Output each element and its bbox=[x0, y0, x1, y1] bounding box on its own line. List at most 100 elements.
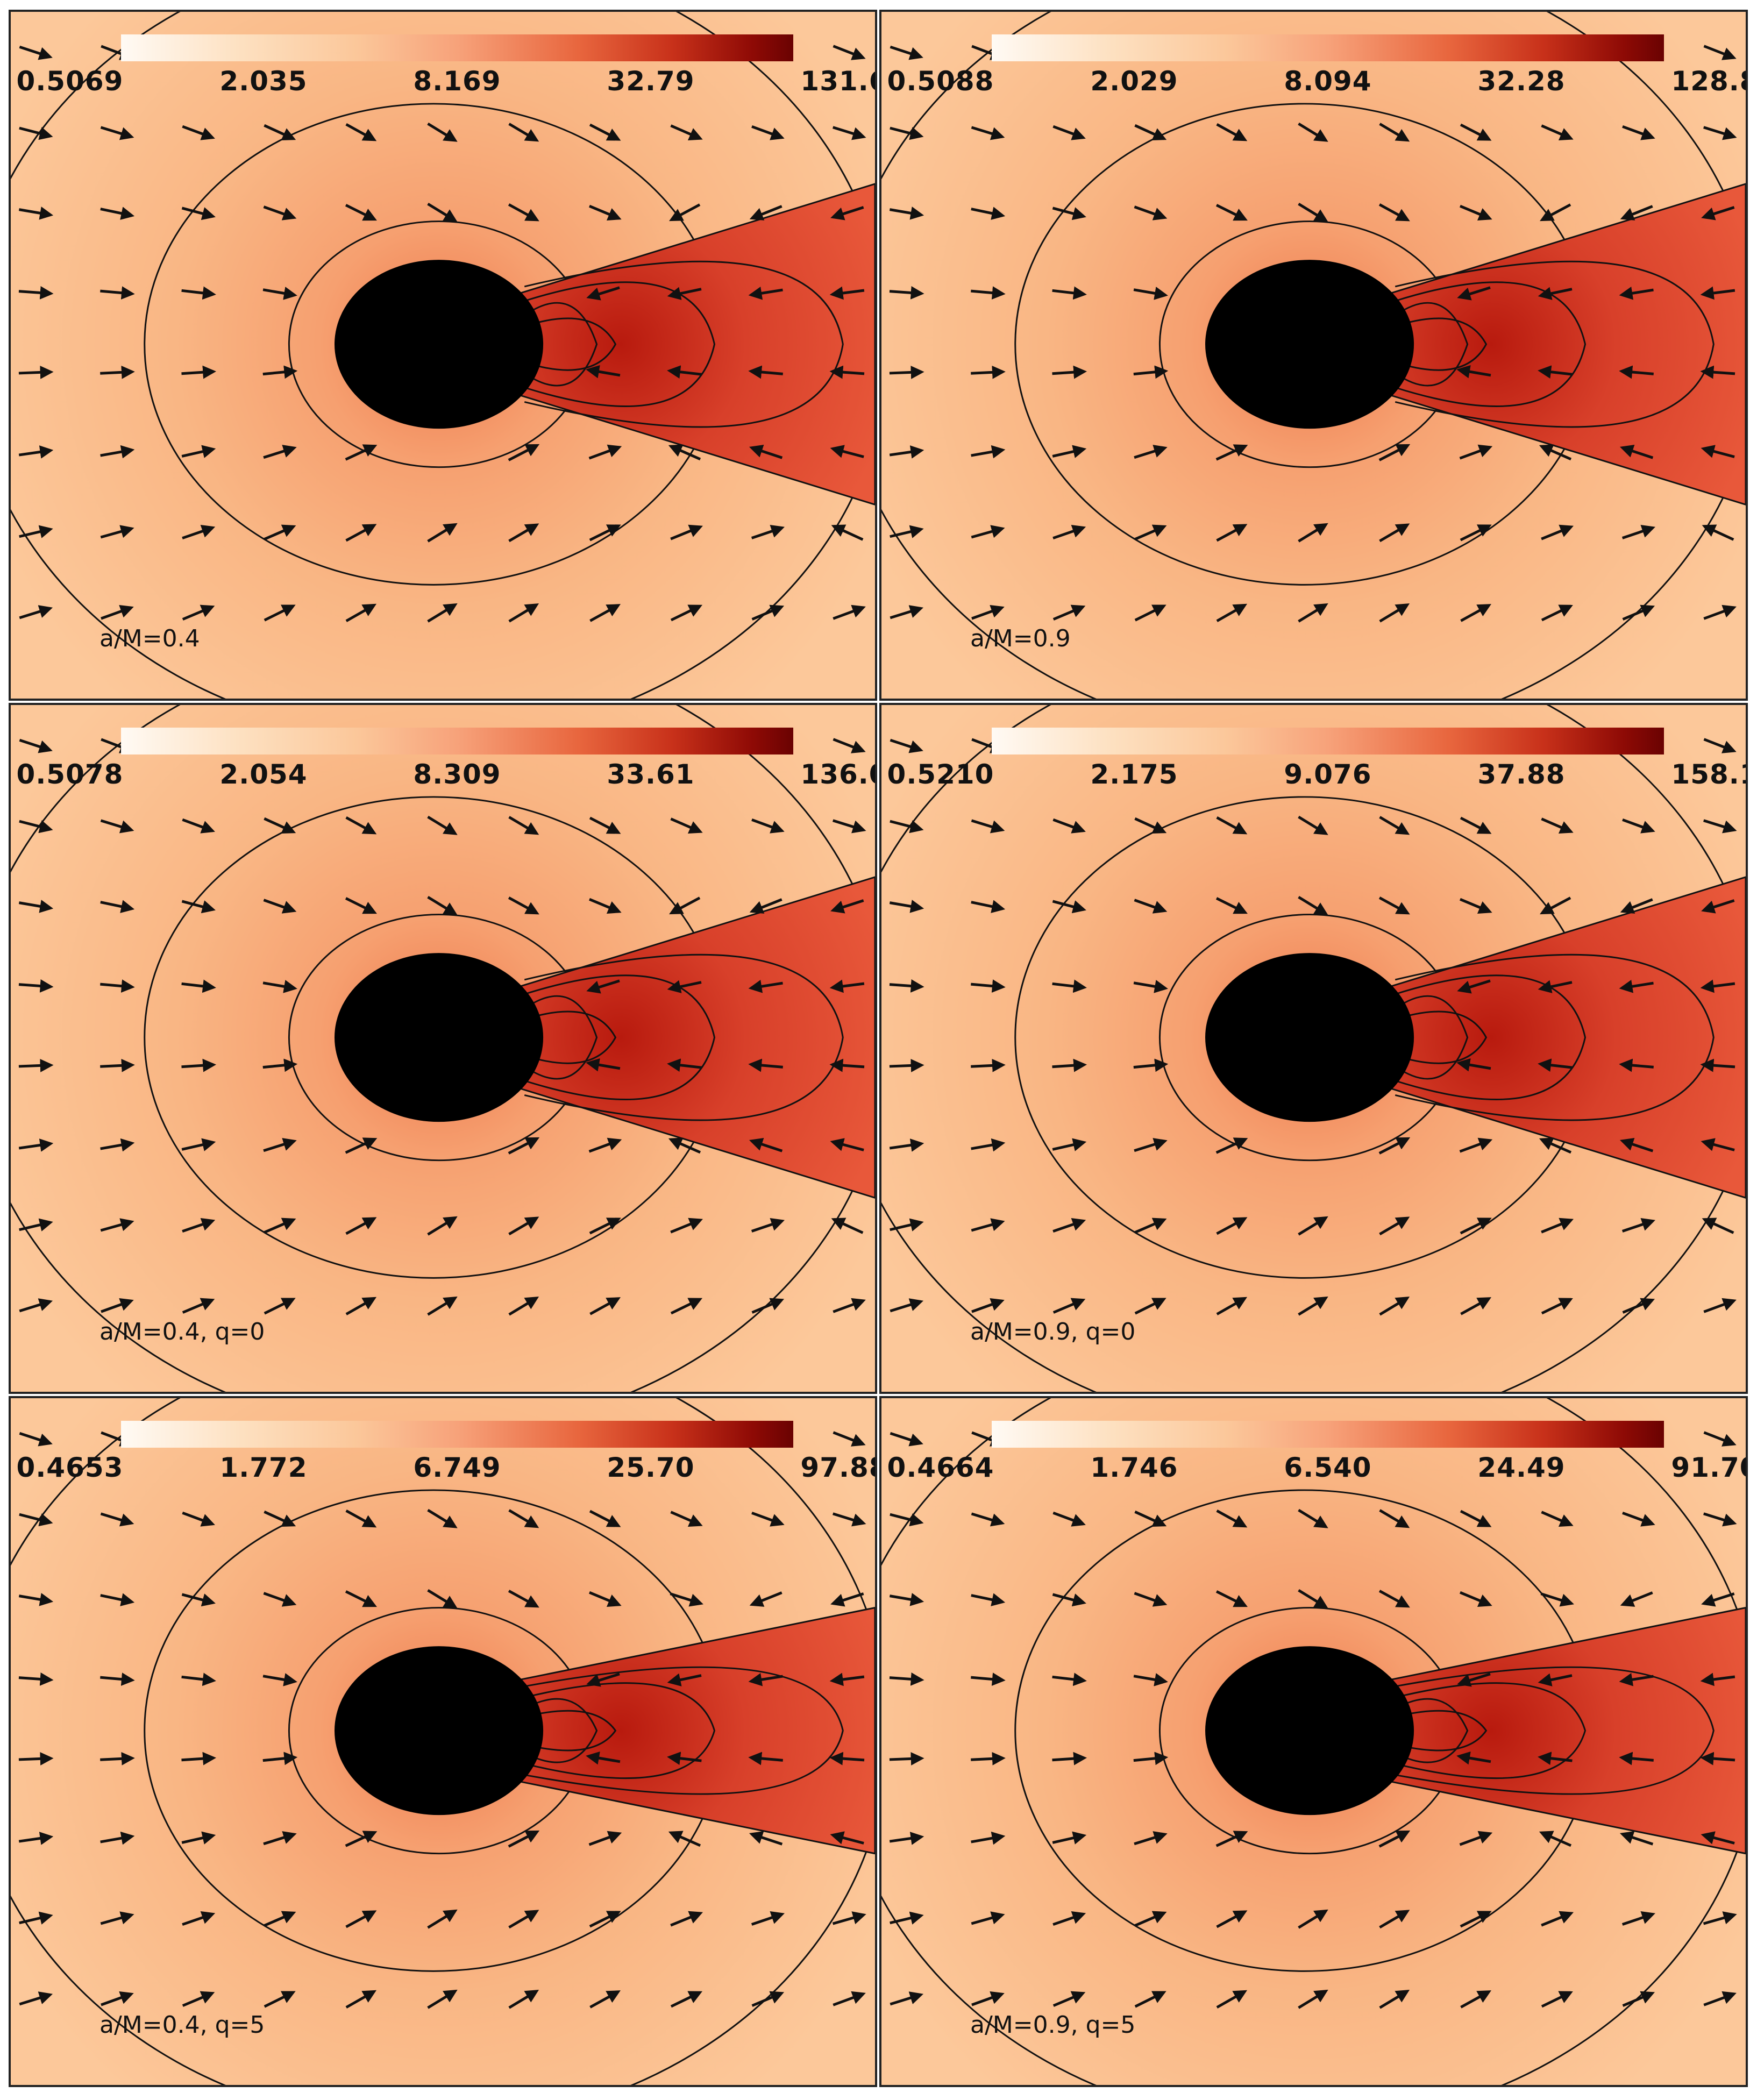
velocity-arrow bbox=[18, 445, 54, 459]
velocity-arrow bbox=[1619, 1752, 1654, 1766]
velocity-arrow bbox=[1701, 1831, 1735, 1845]
panel-label: a/M=0.4, q=0 bbox=[99, 1318, 265, 1346]
velocity-arrow bbox=[181, 1831, 216, 1845]
velocity-arrow bbox=[751, 1298, 785, 1314]
colorbar-tick: 24.49 bbox=[1477, 1452, 1566, 1483]
velocity-arrow bbox=[1538, 1058, 1573, 1072]
colorbar-tick: 8.094 bbox=[1284, 66, 1372, 97]
velocity-arrow bbox=[889, 1593, 924, 1606]
velocity-arrow bbox=[1298, 202, 1328, 222]
velocity-arrow bbox=[1539, 1137, 1572, 1154]
velocity-arrow bbox=[1701, 1138, 1735, 1151]
velocity-arrow bbox=[1622, 604, 1655, 621]
velocity-arrow bbox=[263, 1138, 297, 1152]
panel-3: 0.5078 2.054 8.309 33.61 136.0 a/M=0.4, … bbox=[9, 703, 877, 1394]
velocity-arrow bbox=[971, 1593, 1006, 1606]
velocity-arrow bbox=[1215, 1137, 1248, 1154]
velocity-arrow bbox=[971, 1991, 1005, 2006]
velocity-arrow bbox=[1541, 1911, 1574, 1927]
velocity-arrow bbox=[1052, 1593, 1086, 1607]
colorbar-tick: 128.8 bbox=[1671, 66, 1746, 97]
velocity-arrow bbox=[508, 603, 539, 623]
velocity-arrow bbox=[1298, 1296, 1328, 1316]
velocity-arrow bbox=[18, 1138, 54, 1152]
velocity-arrow bbox=[1460, 1297, 1491, 1315]
black-hole bbox=[1205, 260, 1414, 429]
velocity-arrow bbox=[749, 1591, 783, 1607]
colorbar bbox=[992, 1421, 1664, 1448]
velocity-arrow bbox=[263, 1831, 297, 1846]
velocity-arrow bbox=[1134, 524, 1167, 541]
velocity-arrow bbox=[588, 1831, 622, 1846]
velocity-arrow bbox=[264, 1298, 296, 1315]
velocity-arrow bbox=[1379, 1509, 1410, 1528]
panel-6: 0.4664 1.746 6.540 24.49 91.70 a/M=0.9, … bbox=[879, 1396, 1748, 2087]
velocity-arrow bbox=[181, 1672, 216, 1686]
velocity-arrow bbox=[589, 1218, 621, 1235]
density-field bbox=[881, 705, 1746, 1392]
velocity-arrow bbox=[264, 1991, 296, 2008]
disk-contour bbox=[524, 1710, 617, 1752]
velocity-arrow bbox=[1457, 979, 1491, 994]
panel-label: a/M=0.9, q=0 bbox=[970, 1318, 1136, 1346]
velocity-arrow bbox=[589, 204, 622, 220]
velocity-arrow bbox=[1298, 815, 1328, 835]
velocity-arrow bbox=[669, 203, 701, 222]
velocity-arrow bbox=[586, 1751, 621, 1765]
velocity-arrow bbox=[830, 1592, 864, 1607]
velocity-arrow bbox=[182, 1218, 216, 1233]
colorbar-tick: 37.88 bbox=[1477, 759, 1566, 790]
black-hole bbox=[1205, 1646, 1414, 1816]
velocity-arrow bbox=[181, 286, 216, 300]
velocity-arrow bbox=[668, 1831, 701, 1847]
velocity-arrow bbox=[751, 1911, 785, 1926]
velocity-arrow bbox=[1620, 898, 1653, 914]
disk-contour bbox=[524, 1666, 844, 1795]
disk-contour bbox=[1395, 1666, 1715, 1795]
velocity-arrow bbox=[586, 1672, 620, 1687]
velocity-arrow bbox=[668, 444, 701, 461]
velocity-arrow bbox=[1703, 126, 1737, 140]
velocity-arrow bbox=[667, 980, 702, 993]
velocity-arrow bbox=[833, 45, 866, 60]
velocity-arrow bbox=[1052, 1511, 1086, 1527]
velocity-arrow bbox=[182, 125, 215, 140]
velocity-arrow bbox=[1541, 604, 1574, 622]
velocity-arrow bbox=[508, 1297, 539, 1316]
velocity-arrow bbox=[833, 604, 866, 620]
velocity-arrow bbox=[1621, 1911, 1655, 1926]
velocity-arrow bbox=[830, 899, 864, 914]
velocity-arrow bbox=[971, 126, 1005, 140]
velocity-arrow bbox=[1456, 1751, 1491, 1765]
velocity-arrow bbox=[749, 898, 783, 914]
velocity-arrow bbox=[971, 365, 1006, 379]
velocity-arrow bbox=[1052, 604, 1086, 621]
velocity-arrow bbox=[971, 900, 1006, 913]
colorbar-tick: 2.054 bbox=[219, 759, 308, 790]
velocity-arrow bbox=[427, 1216, 458, 1236]
velocity-arrow bbox=[831, 524, 864, 541]
velocity-arrow bbox=[1215, 444, 1248, 461]
colorbar-tick: 131.6 bbox=[800, 66, 875, 97]
velocity-arrow bbox=[508, 1216, 539, 1236]
velocity-arrow bbox=[427, 1296, 458, 1316]
velocity-arrow bbox=[971, 207, 1006, 220]
velocity-arrow bbox=[890, 1991, 924, 2006]
velocity-arrow bbox=[262, 1673, 297, 1686]
disk-contour bbox=[1395, 1682, 1587, 1779]
velocity-arrow bbox=[101, 604, 134, 620]
colorbar-tick: 97.88 bbox=[800, 1452, 875, 1483]
velocity-arrow bbox=[833, 1431, 866, 1447]
velocity-arrow bbox=[18, 1059, 54, 1072]
velocity-arrow bbox=[19, 1432, 53, 1447]
velocity-arrow bbox=[508, 523, 539, 543]
velocity-arrow bbox=[1052, 1058, 1087, 1072]
velocity-arrow bbox=[589, 1510, 621, 1527]
velocity-arrow bbox=[1052, 125, 1086, 140]
velocity-arrow bbox=[588, 444, 622, 460]
velocity-arrow bbox=[1541, 817, 1574, 834]
velocity-arrow bbox=[971, 1752, 1006, 1766]
velocity-arrow bbox=[1539, 1831, 1572, 1847]
colorbar-tick: 8.169 bbox=[413, 66, 501, 97]
velocity-arrow bbox=[100, 900, 135, 913]
